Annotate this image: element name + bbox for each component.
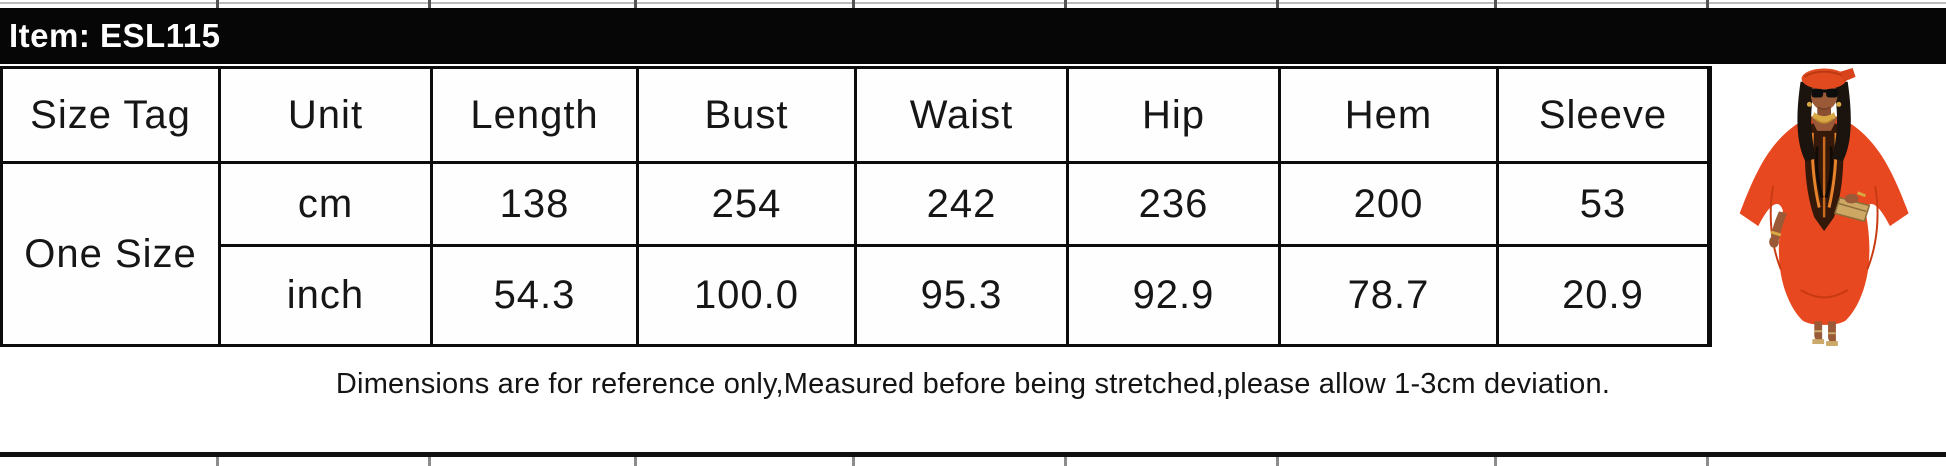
earring [1836,101,1842,107]
cell-inch-hem: 78.7 [1278,244,1499,347]
sunglasses [1811,88,1838,97]
grid-tick [634,0,637,8]
cell-unit-inch: inch [218,244,433,347]
measurement-disclaimer: Dimensions are for reference only,Measur… [335,368,1611,400]
grid-tick [216,0,219,8]
item-code-label: Item: ESL115 [9,17,221,54]
col-header-bust: Bust [636,66,857,164]
grid-tick [216,457,219,466]
cell-cm-hip: 236 [1066,161,1281,247]
cell-unit-cm: cm [218,161,433,247]
model-smile [1817,106,1831,110]
gold-bracelet [1857,190,1866,197]
grid-tick [1276,0,1279,8]
col-header-unit: Unit [218,66,433,164]
cell-cm-bust: 254 [636,161,857,247]
grid-tick [1064,457,1067,466]
model-right-hand [1844,193,1859,204]
col-header-hip: Hip [1066,66,1281,164]
gold-bracelet [1770,230,1782,236]
cell-cm-waist: 242 [854,161,1069,247]
col-header-sleeve: Sleeve [1496,66,1711,164]
cell-cm-hem: 200 [1278,161,1499,247]
grid-tick [1276,457,1279,466]
gold-clutch-bag [1833,190,1871,222]
model-feet [1812,320,1838,346]
cell-size-tag-value: One Size [0,161,221,347]
cell-cm-length: 138 [430,161,639,247]
grid-tick [852,0,855,8]
next-table-top-border [0,452,1946,457]
cell-cm-sleeve: 53 [1496,161,1711,247]
grid-tick [1494,457,1497,466]
cell-inch-waist: 95.3 [854,244,1069,347]
dress-print [1804,118,1844,231]
model-photo [1714,67,1946,346]
previous-table-bottom-edge [0,0,1946,8]
model-left-arm [1769,210,1787,248]
grid-tick [1706,0,1709,8]
grid-tick [428,0,431,8]
earring [1806,101,1812,107]
grid-tick [1064,0,1067,8]
cell-inch-hip: 92.9 [1066,244,1281,347]
orange-headwrap [1801,67,1856,89]
col-header-size-tag: Size Tag [0,66,221,164]
item-code-bar: Item: ESL115 [0,8,1946,64]
col-header-waist: Waist [854,66,1069,164]
col-header-hem: Hem [1278,66,1499,164]
grid-tick [634,457,637,466]
cell-inch-bust: 100.0 [636,244,857,347]
grid-tick [1706,457,1709,466]
divider [0,2,1946,4]
col-header-length: Length [430,66,639,164]
cell-inch-length: 54.3 [430,244,639,347]
grid-tick [1494,0,1497,8]
product-photo-cell [1707,67,1946,346]
grid-tick [852,457,855,466]
grid-tick [428,457,431,466]
model-hair [1797,81,1851,161]
size-table: Size Tag Unit Length Bust Waist Hip Hem … [0,66,1946,347]
cell-inch-sleeve: 20.9 [1496,244,1711,347]
